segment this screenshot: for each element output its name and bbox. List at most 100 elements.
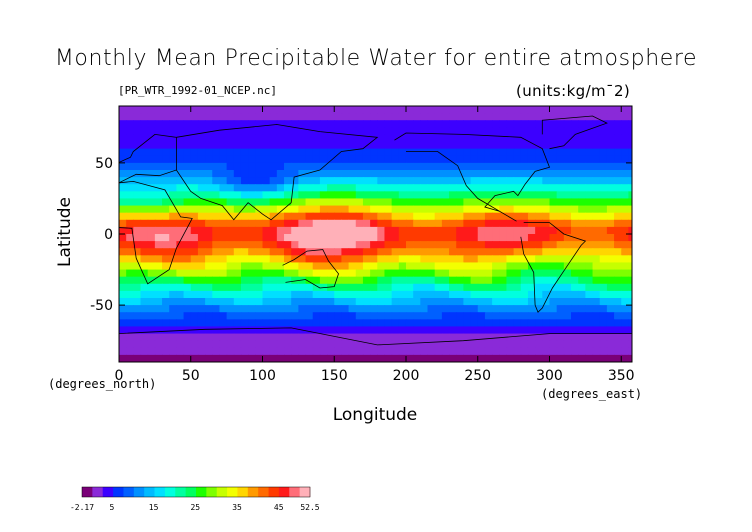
heatmap-cell <box>513 347 522 356</box>
heatmap-cell <box>549 205 558 214</box>
heatmap-cell <box>233 276 242 285</box>
heatmap-cell <box>592 326 601 335</box>
heatmap-cell <box>542 283 551 292</box>
heatmap-cell <box>621 106 630 114</box>
heatmap-cell <box>413 290 421 299</box>
heatmap-cell <box>205 312 213 320</box>
heatmap-cell <box>298 170 307 178</box>
heatmap-cell <box>506 170 515 178</box>
heatmap-cell <box>355 184 364 192</box>
heatmap-cell <box>355 141 364 150</box>
heatmap-cell <box>197 312 206 320</box>
heatmap-cell <box>312 226 321 235</box>
heatmap-cell <box>212 326 221 335</box>
heatmap-cell <box>147 305 156 313</box>
heatmap-cell <box>463 155 472 164</box>
heatmap-cell <box>427 319 436 328</box>
heatmap-cell <box>176 184 185 192</box>
heatmap-cell <box>592 205 601 214</box>
heatmap-cell <box>556 347 565 356</box>
heatmap-cell <box>312 305 321 313</box>
heatmap-cell <box>477 120 486 128</box>
heatmap-cell <box>420 248 429 256</box>
heatmap-cell <box>248 155 256 164</box>
heatmap-cell <box>140 241 149 249</box>
heatmap-cell <box>405 155 414 164</box>
heatmap-cell <box>477 340 486 349</box>
heatmap-cell <box>420 276 429 285</box>
heatmap-cell <box>197 106 206 114</box>
heatmap-cell <box>226 269 235 278</box>
heatmap-cell <box>269 283 278 292</box>
heatmap-cell <box>420 191 429 200</box>
heatmap-cell <box>377 205 386 214</box>
heatmap-cell <box>606 162 615 171</box>
heatmap-cell <box>176 255 185 264</box>
heatmap-cell <box>355 312 364 320</box>
heatmap-cell <box>405 198 414 207</box>
heatmap-cell <box>592 347 601 356</box>
heatmap-cell <box>327 340 335 349</box>
x-tick-label: 250 <box>464 368 491 384</box>
heatmap-cell <box>362 148 371 157</box>
heatmap-cell <box>370 177 378 185</box>
heatmap-cell <box>556 127 565 136</box>
heatmap-cell <box>420 305 429 313</box>
heatmap-cell <box>527 198 536 207</box>
heatmap-cell <box>298 234 307 242</box>
heatmap-cell <box>212 234 221 242</box>
heatmap-cell <box>391 305 400 313</box>
heatmap-cell <box>219 184 228 192</box>
heatmap-cell <box>312 162 321 171</box>
heatmap-cell <box>262 262 271 271</box>
heatmap-cell <box>212 141 221 150</box>
heatmap-cell <box>176 319 185 328</box>
heatmap-cell <box>370 276 378 285</box>
heatmap-cell <box>499 205 508 214</box>
heatmap-cell <box>520 319 529 328</box>
heatmap-cell <box>441 269 450 278</box>
heatmap-cell <box>147 212 156 221</box>
heatmap-cell <box>413 354 421 362</box>
heatmap-cell <box>355 255 364 264</box>
colorbar-swatch <box>92 487 104 497</box>
heatmap-cell <box>413 241 421 249</box>
heatmap-cell <box>614 134 622 143</box>
heatmap-cell <box>434 155 443 164</box>
heatmap-cell <box>334 191 343 200</box>
heatmap-cell <box>276 212 285 221</box>
heatmap-cell <box>334 255 343 264</box>
heatmap-cell <box>456 106 464 114</box>
heatmap-cell <box>248 319 256 328</box>
heatmap-cell <box>527 127 536 136</box>
heatmap-cell <box>585 298 594 306</box>
heatmap-cell <box>606 141 615 150</box>
heatmap-cell <box>262 234 271 242</box>
heatmap-cell <box>334 347 343 356</box>
heatmap-cell <box>262 141 271 150</box>
heatmap-cell <box>248 162 256 171</box>
heatmap-cell <box>585 290 594 299</box>
heatmap-cell <box>484 170 493 178</box>
heatmap-cell <box>599 234 608 242</box>
heatmap-cell <box>405 226 414 235</box>
heatmap-cell <box>499 162 508 171</box>
heatmap-cell <box>398 248 407 256</box>
heatmap-cell <box>563 170 572 178</box>
heatmap-cell <box>140 319 149 328</box>
heatmap-cell <box>427 241 436 249</box>
heatmap-cell <box>614 148 622 157</box>
heatmap-cell <box>377 177 386 185</box>
heatmap-cell <box>477 184 486 192</box>
heatmap-cell <box>398 234 407 242</box>
heatmap-cell <box>298 298 307 306</box>
heatmap-cell <box>262 148 271 157</box>
heatmap-cell <box>362 184 371 192</box>
heatmap-cell <box>312 283 321 292</box>
heatmap-cell <box>154 120 163 128</box>
heatmap-cell <box>183 113 192 121</box>
heatmap-cell <box>527 219 536 228</box>
heatmap-cell <box>578 319 586 328</box>
heatmap-cell <box>413 134 421 143</box>
heatmap-cell <box>233 248 242 256</box>
